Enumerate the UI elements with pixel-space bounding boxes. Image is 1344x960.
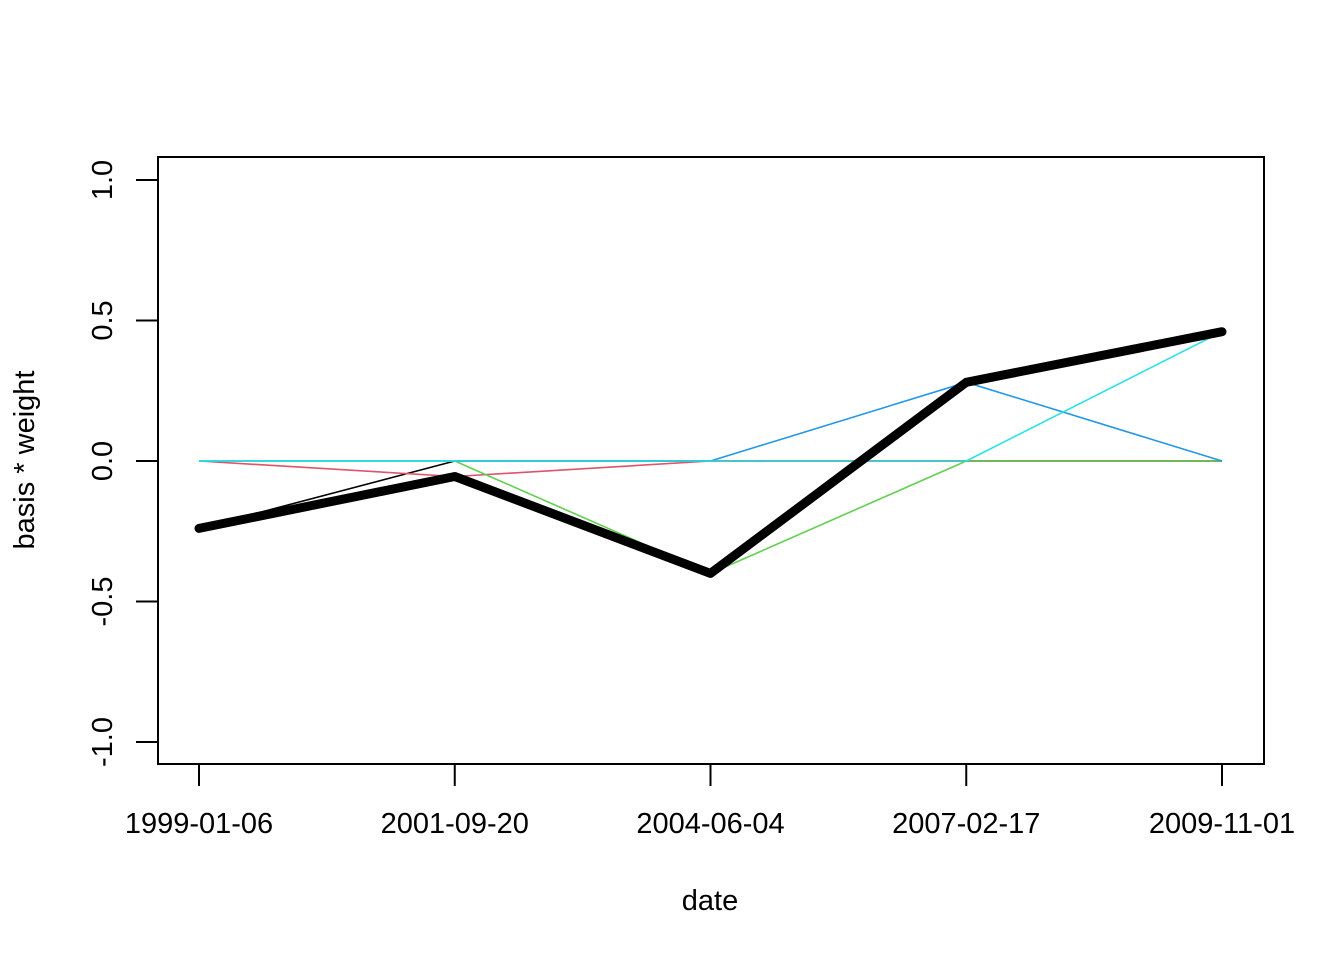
x-tick-label: 2004-06-04 — [636, 808, 784, 840]
x-tick-label: 2009-11-01 — [1149, 808, 1295, 840]
series-line-3 — [199, 460, 1222, 575]
y-tick-label: 1.0 — [87, 160, 119, 200]
x-tick-label: 2001-09-20 — [381, 808, 529, 840]
y-axis-title: basis * weight — [9, 371, 41, 550]
series-line-5 — [199, 330, 1223, 462]
x-tick-label: 2007-02-17 — [892, 808, 1040, 840]
series-line-sum — [194, 327, 1227, 578]
y-tick-label: 0.0 — [87, 441, 119, 481]
y-axis: -1.0 -0.5 0.0 0.5 1.0 — [87, 160, 159, 767]
series-line-4 — [199, 381, 1223, 462]
y-tick-label: 0.5 — [87, 300, 119, 340]
x-tick-label: 1999-01-06 — [125, 808, 273, 840]
series-line-2 — [198, 460, 1222, 478]
y-tick-label: -0.5 — [87, 577, 119, 627]
x-axis-title: date — [682, 885, 738, 917]
y-tick-label: -1.0 — [87, 717, 119, 767]
series-layer — [194, 327, 1227, 578]
x-axis: 1999-01-06 2001-09-20 2004-06-04 2007-02-17… — [125, 763, 1295, 840]
